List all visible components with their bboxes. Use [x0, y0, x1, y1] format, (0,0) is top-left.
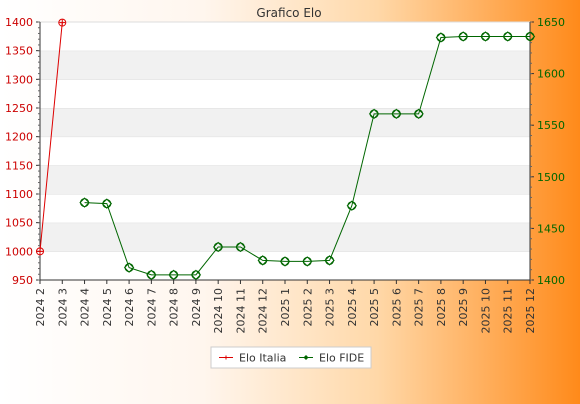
- legend-swatch-marker: [303, 355, 309, 360]
- data-point-ring: [58, 18, 67, 27]
- data-point-ring: [36, 247, 44, 256]
- x-tick-label: 2024 11: [234, 288, 247, 334]
- data-point-ring: [525, 31, 535, 41]
- grid-band: [40, 136, 530, 166]
- data-point-ring: [124, 263, 134, 273]
- left-tick-label: 1250: [5, 102, 33, 115]
- data-point-ring: [414, 109, 424, 119]
- left-tick-label: 1150: [5, 159, 33, 172]
- left-tick-label: 1050: [5, 217, 33, 230]
- x-tick-label: 2025 8: [435, 288, 448, 327]
- x-tick-label: 2024 3: [56, 288, 69, 327]
- left-axis-ticks: 950 1000 1050 1100 1150 1200 1250 1300 1350 1400: [5, 16, 40, 287]
- right-tick-label: 1400: [537, 274, 565, 287]
- data-point-ring: [146, 270, 156, 280]
- legend-item[interactable]: Elo Italia: [219, 352, 286, 365]
- legend-swatch-marker: [224, 355, 228, 360]
- x-tick-label: 2025 3: [324, 288, 337, 327]
- series-line: [39, 22, 63, 252]
- data-point-ring: [369, 109, 379, 119]
- legend-label: Elo Italia: [239, 352, 286, 365]
- series-markers: [36, 18, 536, 281]
- series-lines: [39, 22, 530, 276]
- x-tick-label: 2025 6: [390, 288, 403, 327]
- data-point-ring: [391, 109, 401, 119]
- left-tick-label: 1350: [5, 45, 33, 58]
- data-point-ring: [347, 201, 357, 211]
- x-tick-label: 2024 4: [79, 288, 92, 327]
- right-tick-label: 1550: [537, 119, 565, 132]
- x-tick-label: 2025 7: [413, 288, 426, 327]
- x-tick-label: 2025 10: [479, 288, 492, 334]
- left-tick-label: 1300: [5, 73, 33, 86]
- data-point-ring: [258, 255, 268, 265]
- data-point-ring: [325, 255, 335, 265]
- x-tick-label: 2025 4: [346, 288, 359, 327]
- right-tick-label: 1650: [537, 16, 565, 29]
- x-tick-label: 2024 8: [168, 288, 181, 327]
- left-tick-label: 1400: [5, 16, 33, 29]
- data-point-ring: [302, 256, 312, 266]
- left-tick-label: 1100: [5, 188, 33, 201]
- x-tick-label: 2025 1: [279, 288, 292, 327]
- data-point-ring: [191, 270, 201, 280]
- grid-band: [40, 22, 530, 51]
- data-point-ring: [480, 31, 490, 41]
- x-tick-label: 2024 9: [190, 288, 203, 327]
- x-tick-label: 2024 12: [257, 288, 270, 334]
- x-tick-label: 2025 5: [368, 288, 381, 327]
- chart-title: Grafico Elo: [256, 6, 321, 20]
- data-point-ring: [80, 198, 90, 208]
- data-point-ring: [235, 242, 245, 252]
- grid-band: [40, 222, 530, 252]
- left-tick-label: 1200: [5, 131, 33, 144]
- right-tick-label: 1450: [537, 222, 565, 235]
- x-axis-ticks: 2024 2 2024 3 2024 4 2024 5 2024 6 2024 7 2024…: [34, 280, 537, 334]
- data-point: [37, 248, 43, 255]
- data-point-ring: [169, 270, 179, 280]
- grid-band: [40, 79, 530, 108]
- grid-band: [40, 194, 530, 223]
- legend-label: Elo FIDE: [319, 352, 364, 365]
- x-tick-label: 2024 10: [212, 288, 225, 334]
- data-point-ring: [280, 256, 290, 266]
- right-tick-label: 1600: [537, 68, 565, 81]
- legend-item[interactable]: Elo FIDE: [299, 352, 364, 365]
- x-tick-label: 2024 2: [34, 288, 47, 327]
- right-tick-label: 1500: [537, 171, 565, 184]
- x-tick-label: 2024 5: [101, 288, 114, 327]
- legend[interactable]: Elo Italia Elo FIDE: [210, 346, 372, 369]
- right-axis-ticks: 1400 1450 1500 1550 1600 1650: [530, 16, 565, 287]
- left-tick-label: 950: [12, 274, 33, 287]
- grid-bands: [40, 21, 530, 280]
- x-tick-label: 2025 9: [457, 288, 470, 327]
- x-tick-label: 2024 6: [123, 288, 136, 327]
- x-tick-label: 2024 7: [145, 288, 158, 327]
- grid-band: [40, 165, 530, 194]
- data-point-ring: [436, 32, 446, 42]
- data-point-ring: [213, 242, 223, 252]
- data-point-ring: [503, 31, 513, 41]
- grid-band: [40, 50, 530, 80]
- left-tick-label: 1000: [5, 245, 33, 258]
- x-tick-label: 2025 11: [502, 288, 515, 334]
- x-tick-label: 2025 12: [524, 288, 537, 334]
- grid-band: [40, 108, 530, 137]
- series-line: [84, 35, 530, 276]
- data-point-ring: [458, 31, 468, 41]
- legend-box: [210, 346, 372, 369]
- data-point-ring: [102, 199, 112, 209]
- x-tick-label: 2025 2: [301, 288, 314, 327]
- data-point: [59, 19, 66, 26]
